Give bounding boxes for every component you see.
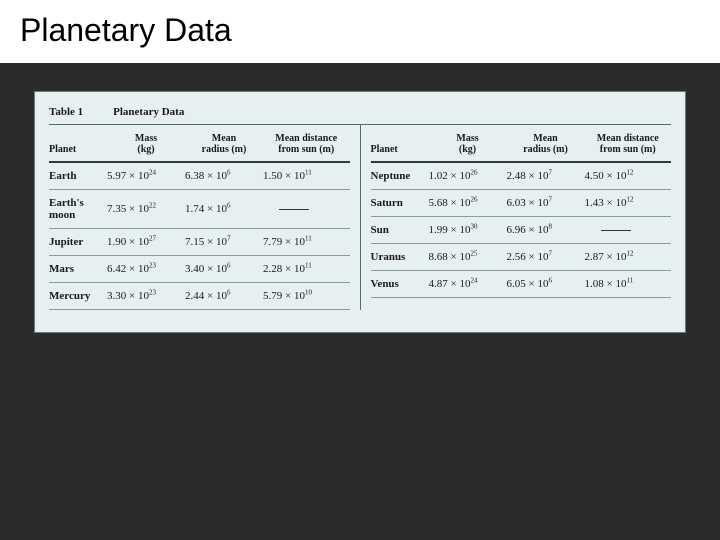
col-header-mass: Mass (kg) <box>429 133 507 155</box>
cell-mass: 5.68 × 1026 <box>429 197 507 209</box>
cell-mass: 4.87 × 1024 <box>429 278 507 290</box>
cell-radius: 2.44 × 106 <box>185 290 263 302</box>
header-mass-unit: (kg) <box>429 144 507 155</box>
cell-radius: 7.15 × 107 <box>185 236 263 248</box>
cell-planet: Uranus <box>371 251 429 263</box>
table-row: Mars6.42 × 10233.40 × 1062.28 × 1011 <box>49 256 350 283</box>
table-row: Earth's moon7.35 × 10221.74 × 106 <box>49 190 350 229</box>
header-mass-main: Mass <box>456 133 478 144</box>
cell-dist: 2.28 × 1011 <box>263 263 350 275</box>
col-header-mass: Mass (kg) <box>107 133 185 155</box>
slide-title: Planetary Data <box>20 12 700 49</box>
col-header-dist: Mean distance from sun (m) <box>585 133 672 155</box>
header-row: Planet Mass (kg) Mean radius (m) Mean di… <box>371 125 672 163</box>
cell-radius: 1.74 × 106 <box>185 203 263 215</box>
title-bar: Planetary Data <box>0 0 720 63</box>
table-row: Jupiter1.90 × 10277.15 × 1077.79 × 1011 <box>49 229 350 256</box>
cell-mass: 1.02 × 1026 <box>429 170 507 182</box>
cell-radius: 6.38 × 106 <box>185 170 263 182</box>
cell-planet: Venus <box>371 278 429 290</box>
col-header-radius: Mean radius (m) <box>507 133 585 155</box>
cell-radius: 3.40 × 106 <box>185 263 263 275</box>
col-header-planet: Planet <box>49 144 107 155</box>
cell-radius: 6.96 × 108 <box>507 224 585 236</box>
cell-dist <box>263 203 350 215</box>
cell-dist <box>585 224 672 236</box>
cell-mass: 7.35 × 1022 <box>107 203 185 215</box>
cell-planet: Neptune <box>371 170 429 182</box>
header-dist-main: Mean distance <box>275 133 337 144</box>
cell-dist: 1.43 × 1012 <box>585 197 672 209</box>
header-dist-sub: from sun (m) <box>263 144 350 155</box>
cell-mass: 1.90 × 1027 <box>107 236 185 248</box>
cell-mass: 1.99 × 1030 <box>429 224 507 236</box>
planetary-table: Table 1 Planetary Data Planet Mass (kg) … <box>34 91 686 333</box>
header-mass-unit: (kg) <box>107 144 185 155</box>
table-columns: Planet Mass (kg) Mean radius (m) Mean di… <box>49 125 671 310</box>
cell-planet: Earth's moon <box>49 197 107 221</box>
table-row: Neptune1.02 × 10262.48 × 1074.50 × 1012 <box>371 163 672 190</box>
header-dist-sub: from sun (m) <box>585 144 672 155</box>
cell-mass: 3.30 × 1023 <box>107 290 185 302</box>
table-row: Uranus8.68 × 10252.56 × 1072.87 × 1012 <box>371 244 672 271</box>
col-header-radius: Mean radius (m) <box>185 133 263 155</box>
cell-dist: 2.87 × 1012 <box>585 251 672 263</box>
table-caption: Table 1 Planetary Data <box>49 102 671 125</box>
cell-dist: 1.08 × 1011 <box>585 278 672 290</box>
cell-planet: Saturn <box>371 197 429 209</box>
table-row: Earth5.97 × 10246.38 × 1061.50 × 1011 <box>49 163 350 190</box>
cell-dist: 7.79 × 1011 <box>263 236 350 248</box>
cell-planet: Sun <box>371 224 429 236</box>
table-row: Sun1.99 × 10306.96 × 108 <box>371 217 672 244</box>
cell-mass: 8.68 × 1025 <box>429 251 507 263</box>
cell-dist: 5.79 × 1010 <box>263 290 350 302</box>
cell-mass: 6.42 × 1023 <box>107 263 185 275</box>
col-header-dist: Mean distance from sun (m) <box>263 133 350 155</box>
right-column: Planet Mass (kg) Mean radius (m) Mean di… <box>361 125 672 310</box>
cell-planet: Jupiter <box>49 236 107 248</box>
cell-mass: 5.97 × 1024 <box>107 170 185 182</box>
cell-radius: 6.03 × 107 <box>507 197 585 209</box>
header-mass-main: Mass <box>135 133 157 144</box>
col-header-planet: Planet <box>371 144 429 155</box>
header-radius-sub: radius (m) <box>185 144 263 155</box>
left-column: Planet Mass (kg) Mean radius (m) Mean di… <box>49 125 361 310</box>
cell-planet: Earth <box>49 170 107 182</box>
header-radius-sub: radius (m) <box>507 144 585 155</box>
cell-planet: Mars <box>49 263 107 275</box>
cell-dist: 4.50 × 1012 <box>585 170 672 182</box>
header-radius-main: Mean <box>212 133 236 144</box>
cell-radius: 2.48 × 107 <box>507 170 585 182</box>
cell-planet: Mercury <box>49 290 107 302</box>
table-row: Mercury3.30 × 10232.44 × 1065.79 × 1010 <box>49 283 350 310</box>
cell-radius: 2.56 × 107 <box>507 251 585 263</box>
header-dist-main: Mean distance <box>597 133 659 144</box>
table-row: Saturn5.68 × 10266.03 × 1071.43 × 1012 <box>371 190 672 217</box>
cell-radius: 6.05 × 106 <box>507 278 585 290</box>
header-radius-main: Mean <box>533 133 557 144</box>
table-title: Planetary Data <box>113 106 184 118</box>
header-row: Planet Mass (kg) Mean radius (m) Mean di… <box>49 125 350 163</box>
cell-dist: 1.50 × 1011 <box>263 170 350 182</box>
table-number: Table 1 <box>49 106 83 118</box>
table-row: Venus4.87 × 10246.05 × 1061.08 × 1011 <box>371 271 672 298</box>
